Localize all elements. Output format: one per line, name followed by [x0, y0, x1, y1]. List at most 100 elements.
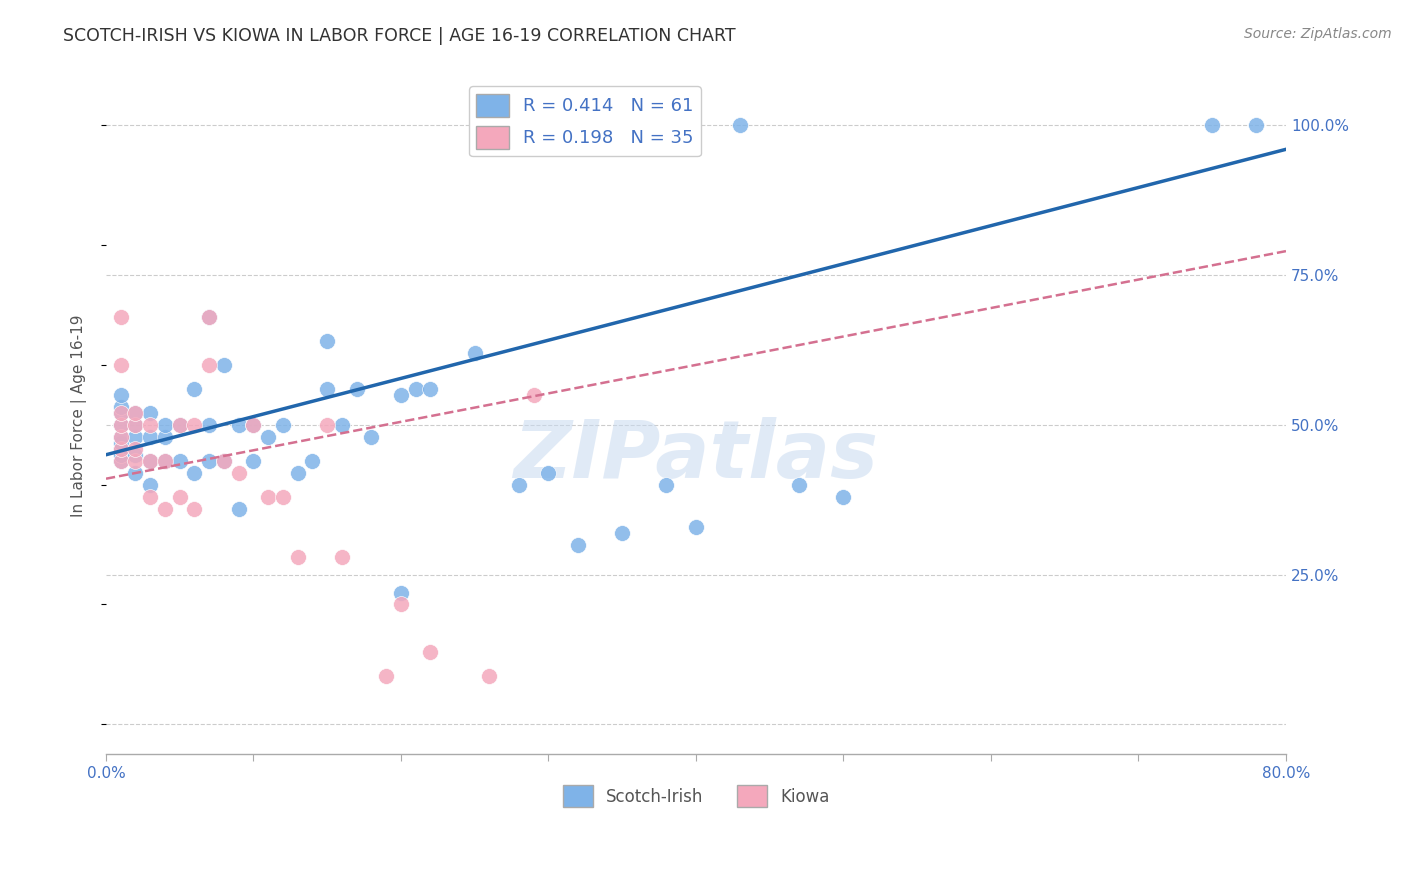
Point: [153, 454, 176, 468]
Point: [228, 501, 250, 516]
Point: [110, 430, 132, 444]
Point: [110, 442, 132, 456]
Point: [139, 417, 162, 432]
Point: [124, 406, 146, 420]
Point: [110, 388, 132, 402]
Point: [198, 310, 221, 324]
Point: [110, 442, 132, 456]
Point: [389, 388, 412, 402]
Point: [212, 454, 235, 468]
Point: [316, 382, 339, 396]
Point: [169, 417, 191, 432]
Point: [183, 466, 205, 480]
Point: [655, 477, 678, 491]
Point: [153, 417, 176, 432]
Point: [257, 490, 280, 504]
Point: [271, 490, 294, 504]
Text: Source: ZipAtlas.com: Source: ZipAtlas.com: [1244, 27, 1392, 41]
Point: [257, 430, 280, 444]
Point: [183, 501, 205, 516]
Point: [728, 119, 751, 133]
Point: [110, 417, 132, 432]
Point: [301, 454, 323, 468]
Point: [198, 358, 221, 372]
Point: [242, 417, 264, 432]
Point: [198, 454, 221, 468]
Point: [153, 454, 176, 468]
Point: [228, 466, 250, 480]
Point: [330, 417, 353, 432]
Point: [419, 382, 441, 396]
Point: [641, 119, 664, 133]
Point: [198, 310, 221, 324]
Point: [139, 477, 162, 491]
Point: [1201, 119, 1223, 133]
Point: [685, 519, 707, 533]
Point: [139, 490, 162, 504]
Point: [183, 382, 205, 396]
Point: [212, 454, 235, 468]
Text: ZIPatlas: ZIPatlas: [513, 417, 879, 495]
Point: [212, 358, 235, 372]
Point: [508, 477, 530, 491]
Text: SCOTCH-IRISH VS KIOWA IN LABOR FORCE | AGE 16-19 CORRELATION CHART: SCOTCH-IRISH VS KIOWA IN LABOR FORCE | A…: [63, 27, 735, 45]
Point: [110, 417, 132, 432]
Point: [124, 417, 146, 432]
Point: [124, 417, 146, 432]
Point: [271, 417, 294, 432]
Point: [110, 406, 132, 420]
Point: [478, 669, 501, 683]
Point: [169, 454, 191, 468]
Point: [110, 310, 132, 324]
Point: [124, 448, 146, 462]
Point: [389, 598, 412, 612]
Point: [287, 466, 309, 480]
Point: [346, 382, 368, 396]
Point: [242, 454, 264, 468]
Point: [110, 448, 132, 462]
Point: [612, 525, 634, 540]
Point: [389, 585, 412, 599]
Point: [124, 454, 146, 468]
Point: [139, 454, 162, 468]
Point: [198, 417, 221, 432]
Point: [316, 417, 339, 432]
Point: [124, 442, 146, 456]
Point: [139, 430, 162, 444]
Point: [110, 400, 132, 414]
Point: [169, 417, 191, 432]
Point: [242, 417, 264, 432]
Point: [153, 430, 176, 444]
Point: [124, 430, 146, 444]
Point: [419, 645, 441, 659]
Legend: Scotch-Irish, Kiowa: Scotch-Irish, Kiowa: [555, 779, 837, 814]
Point: [405, 382, 427, 396]
Point: [139, 406, 162, 420]
Point: [139, 454, 162, 468]
Point: [316, 334, 339, 348]
Point: [523, 388, 546, 402]
Point: [153, 501, 176, 516]
Point: [183, 417, 205, 432]
Point: [228, 417, 250, 432]
Point: [110, 358, 132, 372]
Point: [110, 406, 132, 420]
Point: [626, 119, 648, 133]
Point: [787, 477, 810, 491]
Point: [330, 549, 353, 564]
Point: [124, 466, 146, 480]
Point: [360, 430, 382, 444]
Point: [464, 346, 486, 360]
Point: [287, 549, 309, 564]
Point: [110, 454, 132, 468]
Point: [124, 406, 146, 420]
Point: [567, 538, 589, 552]
Point: [1246, 119, 1268, 133]
Point: [169, 490, 191, 504]
Point: [832, 490, 855, 504]
Point: [375, 669, 398, 683]
Point: [537, 466, 560, 480]
Point: [110, 435, 132, 450]
Point: [110, 430, 132, 444]
Point: [110, 454, 132, 468]
